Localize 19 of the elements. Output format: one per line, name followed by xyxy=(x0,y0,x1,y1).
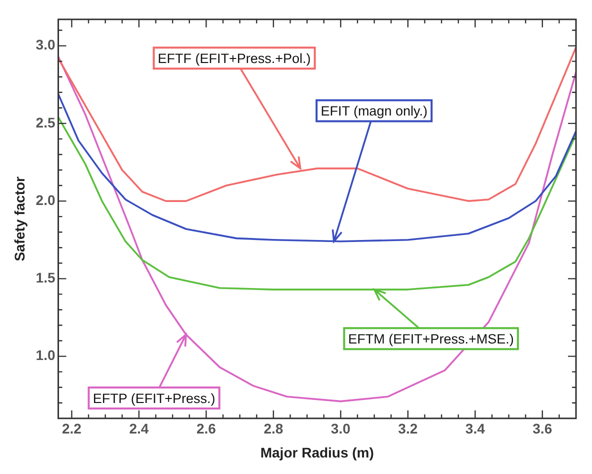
annotation: EFTP (EFIT+Press.) xyxy=(92,390,216,406)
x-tick-label: 3.2 xyxy=(398,420,418,437)
y-tick-label: 1.5 xyxy=(36,270,56,286)
x-axis-title: Major Radius (m) xyxy=(260,444,374,460)
y-tick-label: 2.5 xyxy=(36,114,56,130)
y-tick-label: 2.0 xyxy=(36,192,56,208)
x-tick-label: 3.6 xyxy=(532,420,552,437)
x-tick-label: 2.6 xyxy=(196,420,216,437)
x-tick-label: 2.8 xyxy=(264,420,284,437)
x-tick-label: 2.4 xyxy=(129,420,149,437)
x-tick-label: 2.2 xyxy=(62,420,82,437)
annotation: EFTM (EFIT+Press.+MSE.) xyxy=(348,331,514,346)
y-tick-label: 3.0 xyxy=(36,36,56,53)
y-tick-label: 1.0 xyxy=(36,347,56,364)
x-tick-label: 3.4 xyxy=(465,420,486,437)
annotation: EFIT (magn only.) xyxy=(320,103,428,118)
x-tick-label: 3.0 xyxy=(330,420,351,437)
y-axis-title: Safety factor xyxy=(11,176,28,262)
annotation: EFTF (EFIT+Press.+Pol.) xyxy=(158,50,311,66)
